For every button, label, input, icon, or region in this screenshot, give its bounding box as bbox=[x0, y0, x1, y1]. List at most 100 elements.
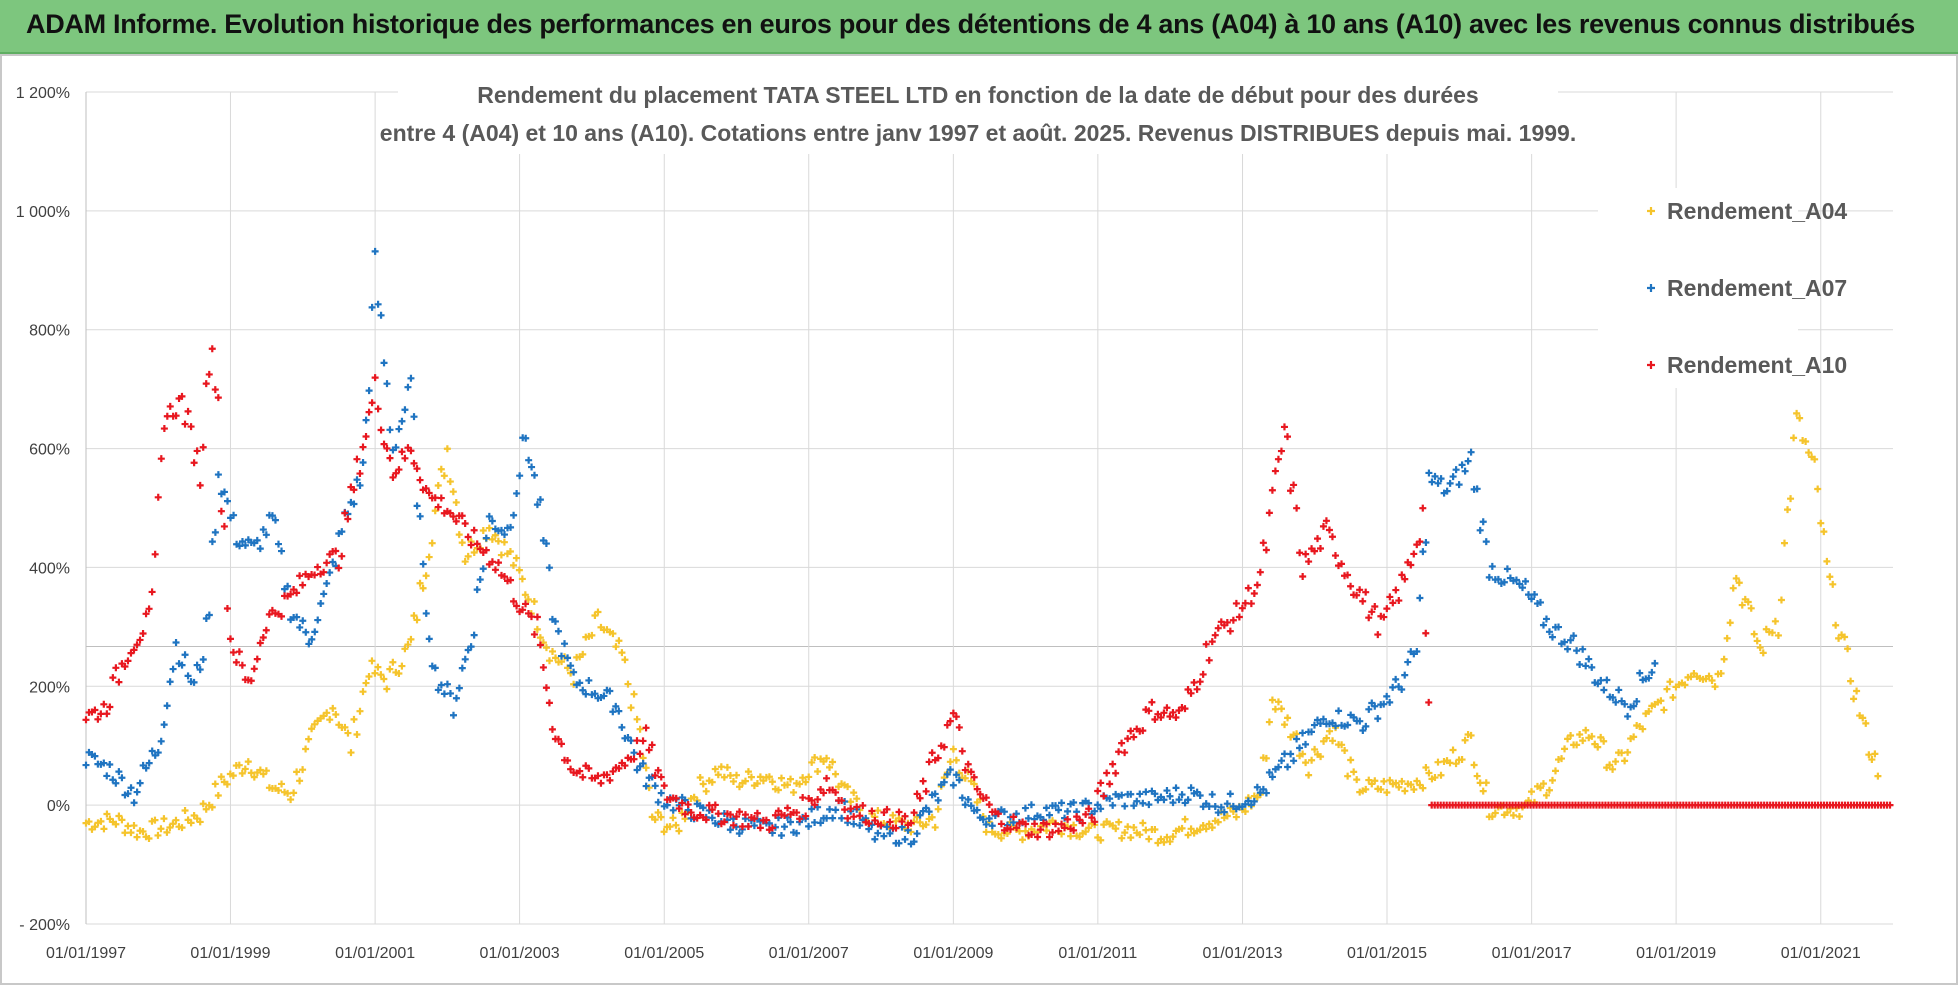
data-point bbox=[1720, 655, 1728, 663]
data-point bbox=[1774, 631, 1782, 639]
data-point bbox=[636, 750, 644, 758]
data-point bbox=[1582, 726, 1590, 734]
data-point bbox=[1232, 813, 1240, 821]
data-point bbox=[1290, 757, 1298, 765]
data-point bbox=[1356, 717, 1364, 725]
data-point bbox=[1717, 669, 1725, 677]
data-point bbox=[787, 775, 795, 783]
data-point bbox=[425, 553, 433, 561]
data-point bbox=[341, 723, 349, 731]
data-point bbox=[284, 582, 292, 590]
data-point bbox=[1268, 486, 1276, 494]
data-point bbox=[1723, 634, 1731, 642]
data-point bbox=[187, 423, 195, 431]
data-point bbox=[1479, 787, 1487, 795]
data-point bbox=[967, 768, 975, 776]
data-point bbox=[1067, 832, 1075, 840]
data-point bbox=[934, 805, 942, 813]
data-point bbox=[461, 558, 469, 566]
data-point bbox=[919, 777, 927, 785]
data-point bbox=[1542, 615, 1550, 623]
data-point bbox=[1214, 809, 1222, 817]
data-point bbox=[236, 542, 244, 550]
data-point bbox=[1271, 705, 1279, 713]
data-point bbox=[829, 814, 837, 822]
data-point bbox=[1106, 780, 1114, 788]
data-point bbox=[561, 640, 569, 648]
data-point bbox=[729, 821, 737, 829]
data-point bbox=[1259, 785, 1267, 793]
data-point bbox=[880, 832, 888, 840]
data-point bbox=[488, 535, 496, 543]
data-point bbox=[386, 454, 394, 462]
data-point bbox=[1648, 668, 1656, 676]
data-point bbox=[1308, 728, 1315, 736]
data-point bbox=[1094, 787, 1102, 795]
data-point bbox=[341, 509, 349, 517]
data-point bbox=[1172, 713, 1180, 721]
data-point bbox=[293, 768, 301, 776]
data-point bbox=[636, 725, 644, 733]
data-point bbox=[952, 771, 960, 779]
data-point bbox=[115, 678, 123, 686]
data-point bbox=[838, 814, 846, 822]
data-point bbox=[916, 818, 924, 826]
data-point bbox=[1633, 697, 1641, 705]
x-tick-label: 01/01/2019 bbox=[1636, 945, 1716, 962]
data-point bbox=[1145, 801, 1153, 809]
data-point bbox=[545, 699, 553, 707]
data-point bbox=[1296, 744, 1304, 752]
data-point bbox=[323, 559, 331, 567]
data-point bbox=[1621, 757, 1629, 765]
data-point bbox=[1335, 707, 1343, 715]
data-point bbox=[296, 777, 304, 785]
data-point bbox=[1241, 807, 1249, 815]
data-point bbox=[1265, 768, 1273, 776]
data-point bbox=[519, 606, 527, 614]
data-point bbox=[1052, 802, 1059, 810]
data-point bbox=[1564, 645, 1572, 653]
data-point bbox=[1612, 698, 1620, 706]
data-point bbox=[1413, 777, 1421, 785]
data-point bbox=[675, 804, 683, 812]
data-point bbox=[1124, 823, 1132, 831]
data-point bbox=[1293, 504, 1301, 512]
data-point bbox=[431, 507, 439, 515]
data-point bbox=[1097, 779, 1105, 787]
legend-marker bbox=[1647, 284, 1655, 292]
data-point bbox=[889, 811, 897, 819]
data-point bbox=[223, 780, 231, 788]
data-point bbox=[624, 680, 632, 688]
data-point bbox=[1085, 805, 1093, 813]
data-point bbox=[1302, 550, 1310, 558]
data-point bbox=[287, 796, 295, 804]
data-point bbox=[1268, 696, 1276, 704]
data-point bbox=[1314, 535, 1322, 543]
data-point bbox=[1805, 449, 1813, 457]
data-point bbox=[642, 782, 650, 790]
data-point bbox=[329, 558, 337, 566]
data-point bbox=[353, 455, 361, 463]
data-point bbox=[750, 822, 758, 830]
data-point bbox=[1392, 779, 1400, 787]
data-point bbox=[780, 823, 788, 831]
data-point bbox=[1145, 707, 1153, 715]
data-point bbox=[497, 526, 505, 534]
data-point bbox=[356, 481, 364, 489]
data-point bbox=[449, 513, 457, 521]
data-point bbox=[687, 809, 695, 817]
data-point bbox=[714, 771, 722, 779]
data-point bbox=[1660, 706, 1668, 714]
data-point bbox=[160, 721, 168, 729]
legend-background bbox=[1598, 188, 1798, 388]
data-point bbox=[542, 684, 550, 692]
data-point bbox=[522, 600, 530, 608]
data-point bbox=[768, 824, 776, 832]
data-point bbox=[1365, 614, 1373, 622]
data-point bbox=[368, 399, 376, 407]
data-point bbox=[1262, 754, 1270, 762]
data-point bbox=[952, 713, 960, 721]
data-point bbox=[1612, 758, 1620, 766]
data-point bbox=[1097, 805, 1105, 813]
data-point bbox=[961, 801, 969, 809]
